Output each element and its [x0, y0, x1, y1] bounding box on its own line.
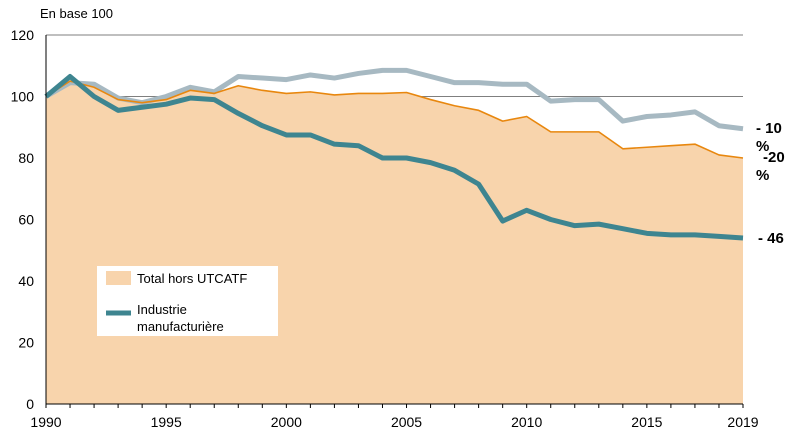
end-label-orange: -20 % [756, 149, 789, 184]
y-tick-labels: 0 20 40 60 80 100 120 [11, 27, 35, 412]
legend-label-total: Total hors UTCATF [137, 271, 247, 286]
axes [45, 35, 744, 408]
legend-label-industrie: Industrie manufacturière [137, 302, 224, 334]
series-line-industrie-manufacturiere [44, 74, 744, 241]
x-tick-label: 2015 [631, 414, 662, 430]
series-line-total-hors-utcatf [45, 80, 744, 159]
end-label-gray-line1: - 10 [756, 120, 782, 137]
x-tick-label: 2010 [511, 414, 542, 430]
series-line-gray [44, 67, 744, 132]
x-tick-label: 2019 [727, 414, 758, 430]
end-label-gray-line2: % [756, 138, 769, 155]
end-label-orange-line2: % [756, 167, 769, 184]
area-total-hors-utcatf [46, 81, 743, 404]
end-label-gray: - 10 % [756, 120, 786, 155]
end-label-teal: - 46 [758, 230, 784, 247]
x-tick-label: 1990 [30, 414, 61, 430]
series-lines [44, 67, 744, 241]
y-tick-label: 20 [18, 335, 34, 351]
legend-label-industrie-line2: manufacturière [137, 319, 224, 334]
y-tick-label: 100 [11, 89, 35, 105]
y-tick-label: 80 [18, 150, 34, 166]
y-tick-label: 60 [18, 212, 34, 228]
y-tick-label: 0 [26, 396, 34, 412]
end-label-orange-line1: -20 [763, 149, 785, 166]
x-tick-label: 2000 [271, 414, 302, 430]
x-tick-labels: 1990 1995 2000 2005 2010 2015 2019 [30, 414, 758, 430]
x-tick-label: 1995 [151, 414, 182, 430]
legend-swatch-total [106, 271, 131, 285]
legend-label-industrie-line1: Industrie [137, 302, 187, 317]
y-tick-label: 120 [11, 27, 35, 43]
legend: Total hors UTCATF Industrie manufacturiè… [97, 266, 278, 336]
unit-label: En base 100 [40, 6, 113, 21]
y-tick-label: 40 [18, 273, 34, 289]
x-tick-label: 2005 [391, 414, 422, 430]
